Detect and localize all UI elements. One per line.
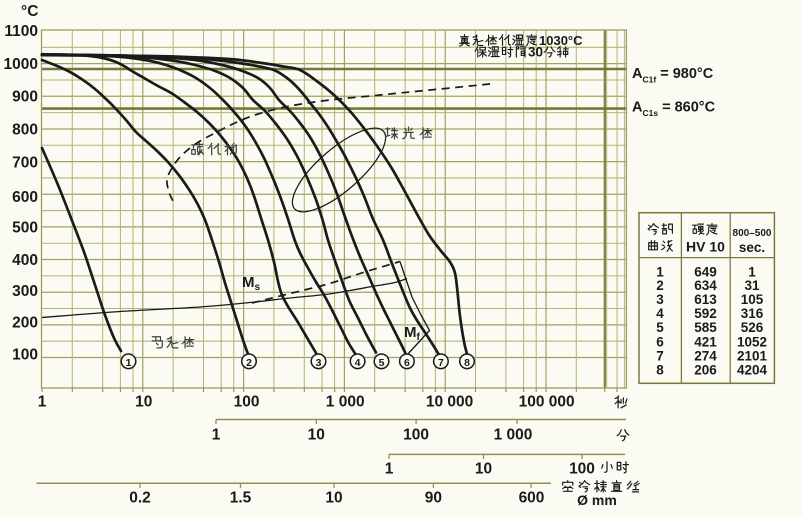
svg-text:100: 100 xyxy=(234,394,260,411)
svg-text:Mf: Mf xyxy=(404,324,421,343)
svg-text:7: 7 xyxy=(656,348,664,363)
svg-text:274: 274 xyxy=(694,348,717,363)
svg-text:3: 3 xyxy=(316,357,322,369)
svg-text:31: 31 xyxy=(744,278,760,293)
svg-text:1100: 1100 xyxy=(4,23,38,40)
svg-text:1000: 1000 xyxy=(4,56,38,73)
svg-text:105: 105 xyxy=(741,292,764,307)
svg-text:1052: 1052 xyxy=(737,334,767,349)
svg-text:316: 316 xyxy=(741,306,764,321)
svg-text:HV 10: HV 10 xyxy=(686,239,725,255)
svg-text:AC1f = 980°C: AC1f = 980°C xyxy=(632,66,714,85)
svg-text:10: 10 xyxy=(308,427,325,444)
svg-text:100: 100 xyxy=(12,346,38,363)
svg-text:Ms: Ms xyxy=(242,274,261,293)
svg-text:1: 1 xyxy=(38,394,47,411)
svg-text:200: 200 xyxy=(12,314,38,331)
svg-text:800–500: 800–500 xyxy=(733,228,772,239)
svg-text:4204: 4204 xyxy=(737,362,768,377)
svg-text:1 000: 1 000 xyxy=(326,394,365,411)
svg-text:1 000: 1 000 xyxy=(494,427,533,444)
svg-text:100: 100 xyxy=(569,461,595,478)
svg-text:8: 8 xyxy=(656,362,664,377)
svg-text:4: 4 xyxy=(656,306,664,321)
svg-text:8: 8 xyxy=(464,357,470,369)
svg-text:30: 30 xyxy=(528,44,543,59)
svg-text:6: 6 xyxy=(656,334,664,349)
svg-text:649: 649 xyxy=(694,264,717,279)
svg-text:3: 3 xyxy=(656,292,664,307)
svg-text:600: 600 xyxy=(519,490,545,507)
svg-text:1: 1 xyxy=(748,264,756,279)
svg-text:1.5: 1.5 xyxy=(230,490,252,507)
svg-text:1030°C: 1030°C xyxy=(539,33,583,48)
svg-text:613: 613 xyxy=(694,292,717,307)
svg-text:2101: 2101 xyxy=(737,348,768,363)
svg-text:400: 400 xyxy=(12,252,38,269)
svg-text:sec.: sec. xyxy=(739,240,765,255)
svg-text:1: 1 xyxy=(126,357,132,369)
svg-text:800: 800 xyxy=(12,122,38,139)
svg-text:10 000: 10 000 xyxy=(426,394,473,411)
svg-text:6: 6 xyxy=(404,357,410,369)
svg-text:206: 206 xyxy=(694,362,717,377)
svg-text:Ø mm: Ø mm xyxy=(577,492,617,508)
svg-text:1: 1 xyxy=(212,427,221,444)
svg-text:300: 300 xyxy=(12,283,38,300)
svg-text:592: 592 xyxy=(694,306,717,321)
svg-text:4: 4 xyxy=(355,357,361,369)
svg-text:1: 1 xyxy=(656,264,664,279)
svg-text:2: 2 xyxy=(246,357,252,369)
svg-text:500: 500 xyxy=(12,220,38,237)
svg-text:1: 1 xyxy=(385,461,394,478)
svg-text:700: 700 xyxy=(12,155,38,172)
svg-text:7: 7 xyxy=(438,357,444,369)
svg-text:5: 5 xyxy=(656,320,664,335)
svg-text:585: 585 xyxy=(694,320,717,335)
svg-text:900: 900 xyxy=(12,89,38,106)
svg-text:634: 634 xyxy=(694,278,717,293)
svg-text:90: 90 xyxy=(425,490,442,507)
svg-text:100 000: 100 000 xyxy=(519,394,575,411)
svg-text:10: 10 xyxy=(135,394,152,411)
svg-text:5: 5 xyxy=(379,357,385,369)
svg-text:10: 10 xyxy=(325,490,342,507)
svg-text:421: 421 xyxy=(694,334,717,349)
svg-text:100: 100 xyxy=(403,427,429,444)
svg-text:AC1s = 860°C: AC1s = 860°C xyxy=(632,100,716,119)
svg-text:0.2: 0.2 xyxy=(129,490,151,507)
svg-text:600: 600 xyxy=(12,189,38,206)
svg-text:°C: °C xyxy=(21,3,38,20)
svg-text:10: 10 xyxy=(475,461,492,478)
svg-text:526: 526 xyxy=(741,320,764,335)
svg-text:2: 2 xyxy=(656,278,664,293)
